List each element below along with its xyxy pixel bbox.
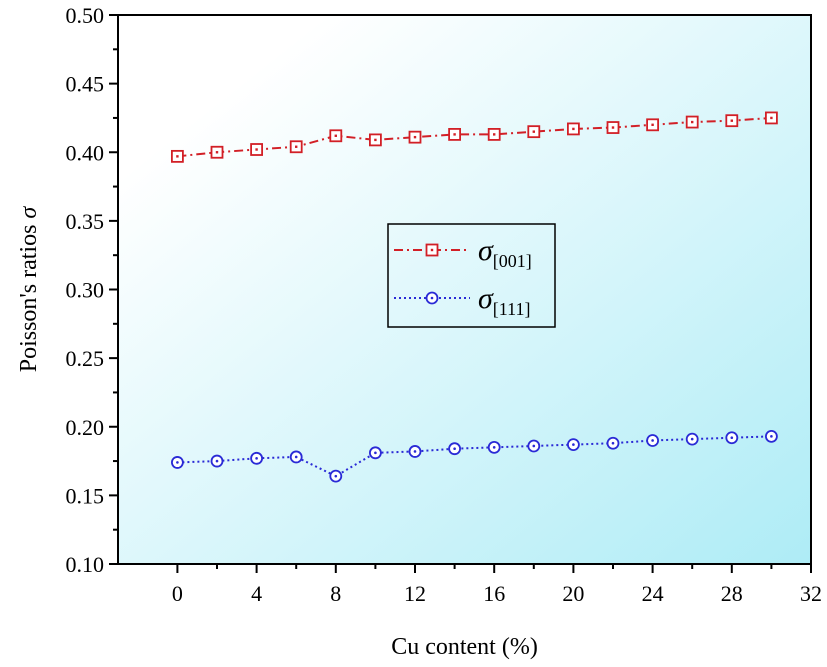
y-tick-label: 0.10 [66, 552, 105, 577]
data-point-center [611, 441, 615, 445]
data-point-center [334, 134, 337, 137]
data-point-center [770, 435, 773, 438]
y-tick-label: 0.30 [66, 278, 105, 303]
x-tick-label: 20 [562, 581, 584, 606]
y-tick-label: 0.45 [66, 72, 105, 97]
data-point-center [374, 451, 377, 455]
x-tick-label: 12 [404, 581, 426, 606]
y-tick-label: 0.35 [66, 209, 105, 234]
data-point-center [690, 437, 694, 441]
data-point-center [374, 138, 377, 142]
data-point-center [294, 455, 298, 459]
x-tick-label: 0 [172, 581, 183, 606]
data-point-center [215, 151, 219, 154]
series-line [177, 116, 772, 158]
legend: σ[001] σ[111] [387, 223, 556, 328]
data-point-center [453, 447, 456, 451]
series-layer [170, 111, 778, 483]
data-point-center [413, 135, 417, 139]
data-point-center [770, 116, 773, 120]
data-point-center [572, 443, 575, 446]
y-tick-label: 0.50 [66, 3, 105, 28]
data-point-center [492, 446, 496, 449]
legend-item: σ[001] [394, 234, 532, 271]
data-point-center [572, 127, 575, 131]
data-point-center [453, 133, 456, 136]
legend-marker-center [430, 248, 434, 252]
data-point-center [532, 130, 535, 133]
data-point-center [413, 450, 417, 453]
plot-background [118, 15, 811, 564]
data-point-center [493, 133, 496, 136]
y-tick-label: 0.40 [66, 140, 105, 165]
data-point-center [176, 155, 179, 158]
data-point-center [215, 459, 219, 463]
series-111 [170, 429, 778, 483]
x-tick-label: 32 [800, 581, 822, 606]
legend-marker-center [430, 296, 434, 300]
data-point-center [334, 474, 338, 478]
legend-label: σ[001] [478, 234, 532, 271]
y-tick-label: 0.20 [66, 415, 105, 440]
series-001 [170, 111, 778, 163]
y-tick-label: 0.15 [66, 483, 105, 508]
legend-item: σ[111] [394, 282, 530, 319]
x-tick-label: 16 [483, 581, 505, 606]
y-axis-title: Poisson's ratios σ [16, 206, 42, 373]
data-point-center [651, 123, 654, 126]
data-point-center [691, 120, 694, 124]
data-point-center [730, 436, 734, 440]
x-tick-label: 8 [330, 581, 341, 606]
data-point-center [295, 145, 298, 148]
x-axis-title: Cu content (%) [391, 634, 538, 660]
y-tick-label: 0.25 [66, 346, 105, 371]
data-point-center [176, 461, 179, 464]
data-point-center [730, 119, 733, 122]
x-tick-label: 4 [251, 581, 262, 606]
legend-label: σ[111] [478, 282, 530, 319]
data-point-center [611, 126, 615, 129]
data-point-center [255, 148, 258, 151]
x-tick-label: 24 [642, 581, 664, 606]
axes-layer: 0 4 8 12 16 20 24 28 32 0.10 0.15 0.20 0.25 0.30 0.35 0… [66, 3, 823, 606]
x-tick-label: 28 [721, 581, 743, 606]
legend-box [387, 223, 556, 328]
data-point-center [651, 439, 654, 442]
data-point-center [255, 457, 258, 460]
series-line [177, 435, 772, 478]
data-point-center [532, 444, 536, 448]
